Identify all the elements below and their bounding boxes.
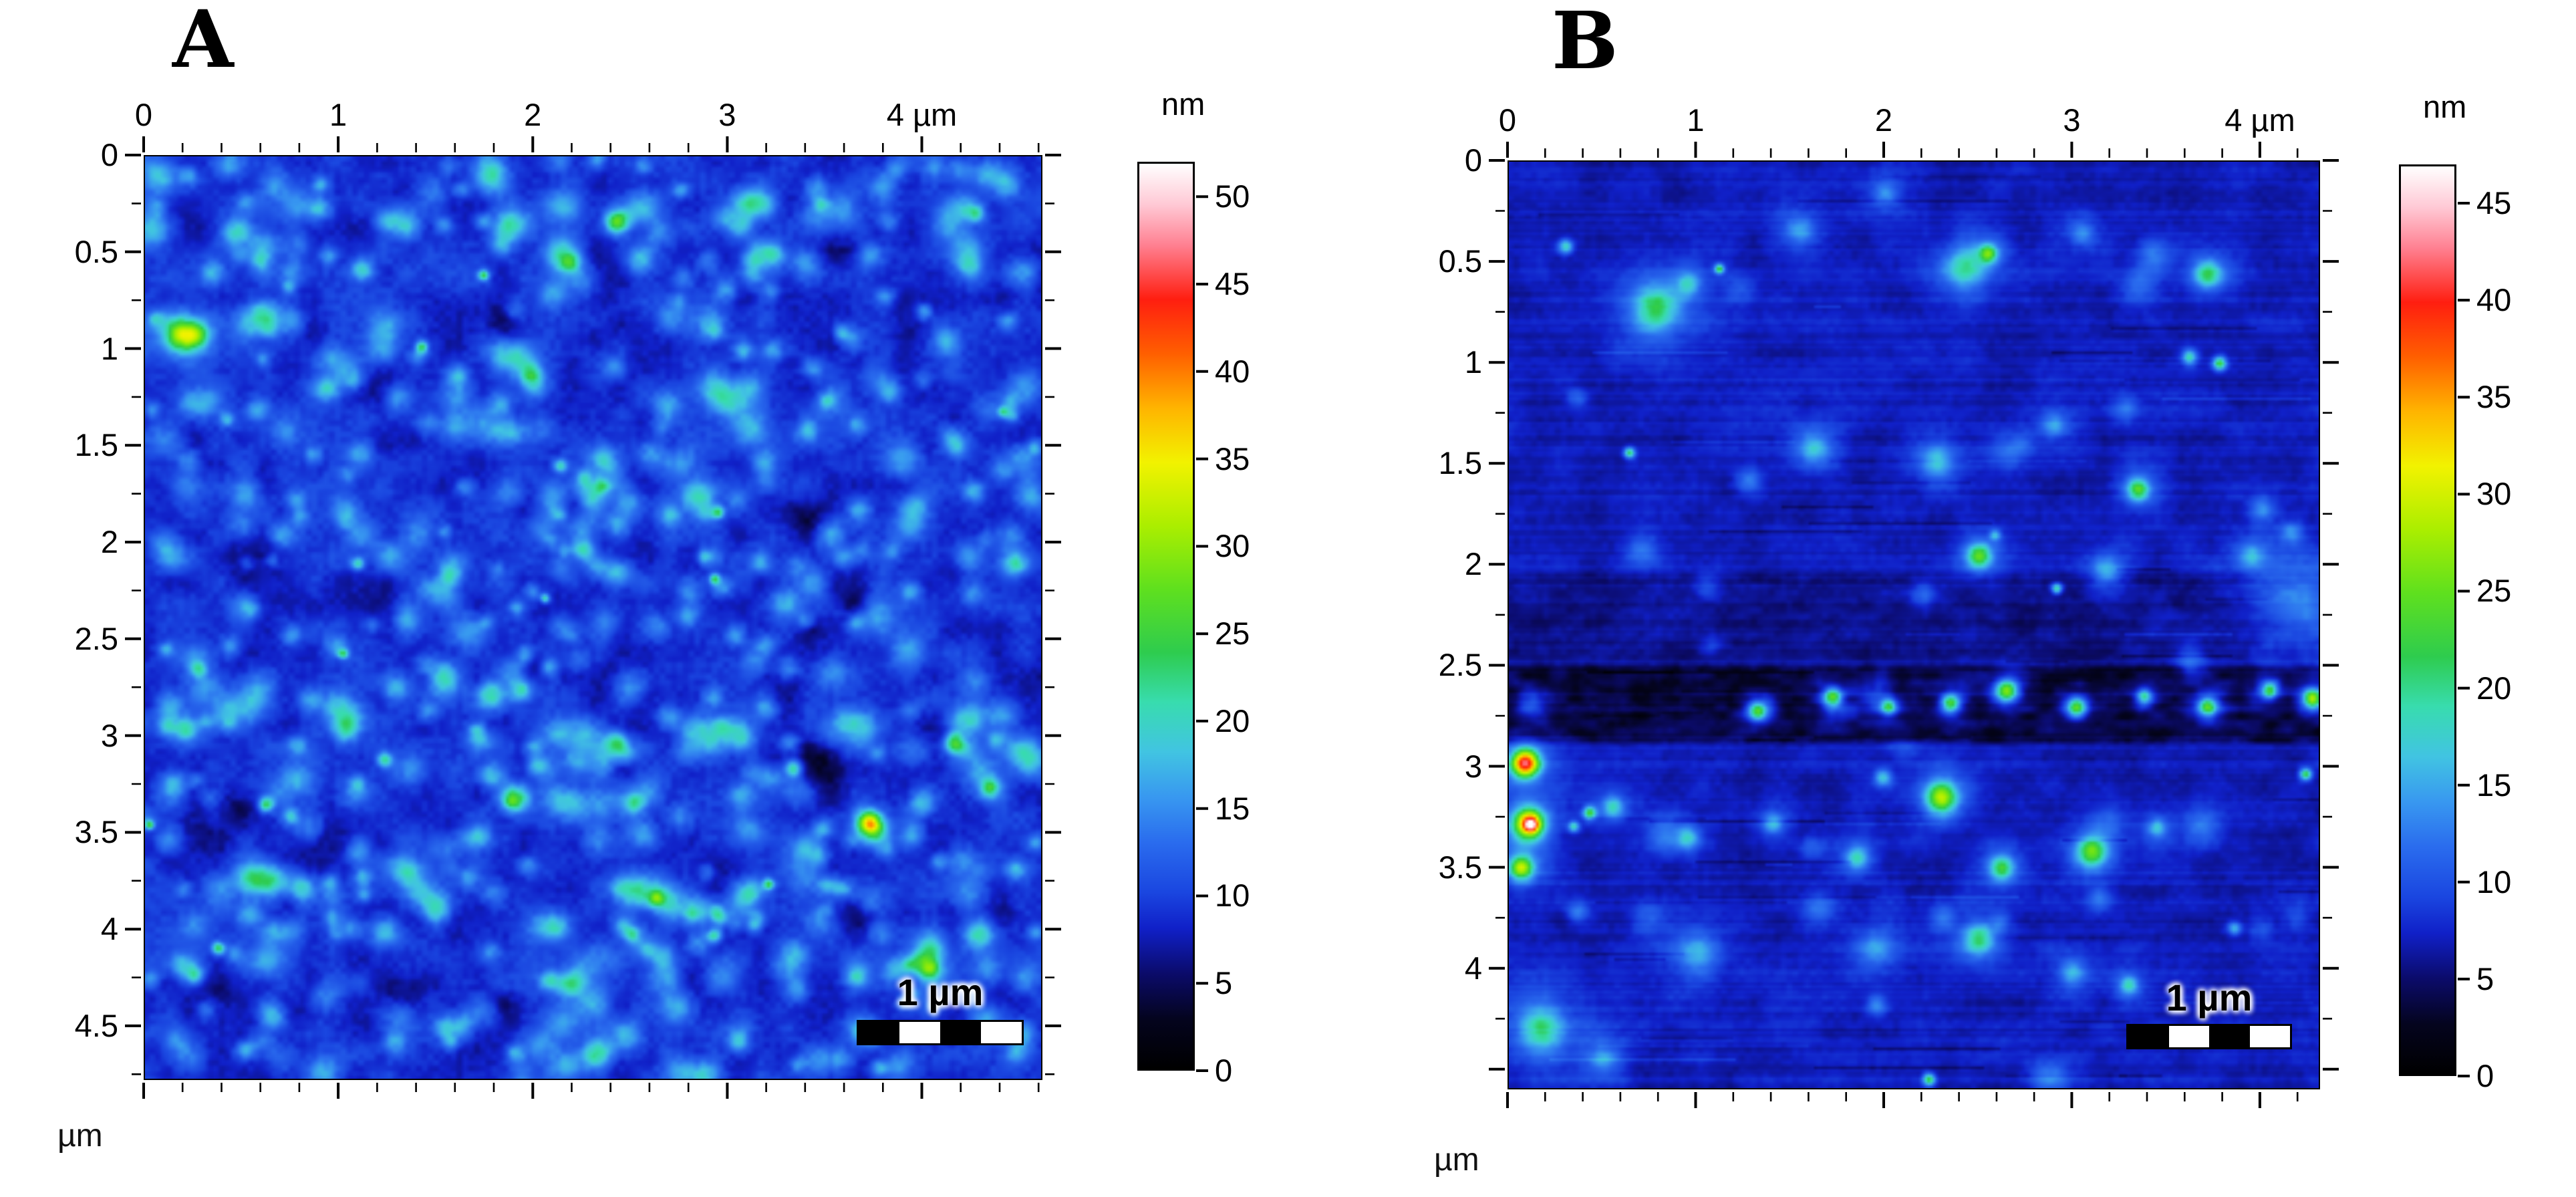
scale-bar-panel-b: [2126, 1024, 2292, 1049]
colorbar-tick-label: 25: [1215, 616, 1250, 652]
y-axis-unit-label-b: µm: [1434, 1142, 1479, 1178]
colorbar-tick-label: 15: [1215, 790, 1250, 826]
y-tick-label: 3.5: [1438, 849, 1482, 885]
scale-bar-segment: [2209, 1026, 2250, 1047]
scale-bar-segment: [2168, 1026, 2209, 1047]
y-tick-label: 3: [100, 717, 118, 753]
colorbar-tick-label: 5: [2476, 960, 2494, 996]
y-tick-label: 0.5: [74, 233, 118, 269]
panel-b-label: B: [1552, 0, 1618, 87]
colorbar-tick-label: 30: [1215, 528, 1250, 564]
x-tick-label: 0: [134, 97, 153, 132]
x-tick-label: 1: [1687, 102, 1705, 138]
y-tick-label: 3: [1464, 748, 1482, 784]
scale-bar-panel-a: [857, 1020, 1024, 1045]
x-tick-label: 1: [329, 97, 347, 132]
y-tick-label: 1.5: [1438, 445, 1482, 481]
colorbar-tick-label: 35: [2476, 379, 2512, 415]
y-tick-label: 0: [1464, 142, 1482, 178]
colorbar-unit-label-a: nm: [1161, 86, 1205, 122]
y-tick-label: 0: [100, 137, 118, 172]
colorbar-panel-b: [2399, 164, 2456, 1076]
colorbar-tick-label: 25: [2476, 573, 2512, 609]
y-tick-label: 2: [100, 524, 118, 560]
scale-bar-segment: [2249, 1026, 2290, 1047]
y-axis-unit-label-a: µm: [57, 1118, 103, 1154]
scale-bar-label-b: 1 µm: [2166, 976, 2253, 1019]
colorbar-tick-label: 0: [2476, 1058, 2494, 1093]
y-tick-label: 4: [100, 911, 118, 947]
colorbar-tick-label: 5: [1215, 965, 1233, 1001]
scale-bar-segment: [899, 1022, 940, 1043]
scale-bar-segment: [981, 1022, 1022, 1043]
colorbar-tick-label: 15: [2476, 767, 2512, 803]
colorbar-unit-label-b: nm: [2423, 89, 2467, 124]
colorbar-tick-label: 45: [1215, 266, 1250, 302]
colorbar-tick-label: 20: [2476, 670, 2512, 706]
colorbar-panel-a: [1137, 162, 1195, 1071]
x-tick-label: 4 µm: [886, 97, 958, 132]
colorbar-tick-label: 45: [2476, 185, 2512, 221]
colorbar-tick-label: 0: [1215, 1053, 1233, 1088]
scale-bar-segment: [859, 1022, 899, 1043]
y-tick-label: 1.5: [74, 427, 118, 463]
scale-bar-segment: [2128, 1026, 2169, 1047]
colorbar-tick-label: 35: [1215, 440, 1250, 477]
colorbar-tick-label: 20: [1215, 702, 1250, 739]
y-tick-label: 2.5: [74, 620, 118, 656]
x-tick-label: 2: [524, 97, 542, 132]
colorbar-tick-label: 50: [1215, 178, 1250, 215]
y-tick-label: 1: [100, 330, 118, 366]
panel-a-label: A: [172, 0, 234, 86]
colorbar-tick-label: 30: [2476, 476, 2512, 512]
colorbar-tick-label: 40: [2476, 282, 2512, 318]
colorbar-tick-label: 10: [2476, 863, 2512, 900]
y-tick-label: 4.5: [74, 1007, 118, 1043]
scale-bar-segment: [940, 1022, 981, 1043]
x-tick-label: 4 µm: [2225, 102, 2295, 138]
x-tick-label: 2: [1874, 102, 1893, 138]
afm-topography-image-a: [144, 155, 1042, 1080]
x-tick-label: 0: [1498, 102, 1517, 138]
y-tick-label: 2: [1464, 546, 1482, 582]
y-tick-label: 2.5: [1438, 647, 1482, 683]
colorbar-tick-label: 40: [1215, 353, 1250, 389]
scale-bar-label-a: 1 µm: [897, 971, 984, 1013]
colorbar-tick-label: 10: [1215, 878, 1250, 914]
afm-topography-image-b: [1508, 160, 2320, 1089]
y-tick-label: 1: [1464, 344, 1482, 380]
y-tick-label: 0.5: [1438, 243, 1482, 279]
x-tick-label: 3: [718, 97, 736, 132]
x-tick-label: 3: [2063, 102, 2081, 138]
y-tick-label: 4: [1464, 950, 1482, 986]
y-tick-label: 3.5: [74, 814, 118, 850]
